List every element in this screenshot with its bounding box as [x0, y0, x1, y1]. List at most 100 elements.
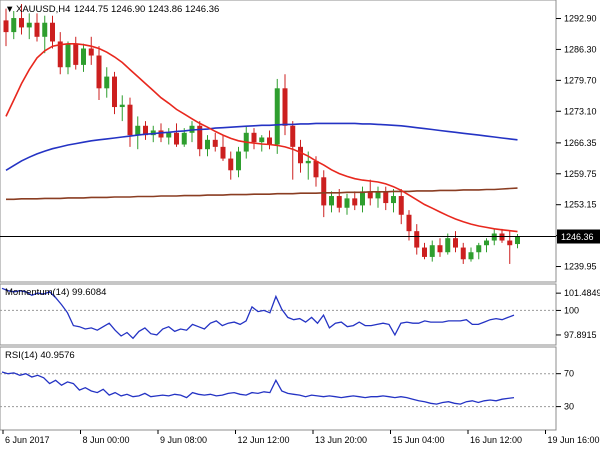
candle-body	[50, 22, 55, 42]
indicator-tick-label: 70	[564, 369, 574, 379]
candle-body	[267, 137, 272, 145]
candle-body	[34, 22, 40, 37]
candle-body	[484, 240, 489, 246]
indicator-tick-label: 97.8915	[564, 330, 597, 340]
candle-body	[274, 88, 280, 145]
candle-body	[352, 198, 358, 206]
rsi-line	[1, 371, 515, 405]
candle-body	[228, 158, 234, 171]
candle-body	[3, 20, 9, 33]
price-tick-label: 1279.70	[564, 75, 597, 85]
candle-body	[406, 214, 412, 232]
price-tick-label: 1286.30	[564, 44, 597, 54]
time-tick-label: 12 Jun 12:00	[238, 435, 290, 445]
candle-body	[344, 198, 350, 208]
candle-body	[468, 252, 474, 260]
candle-body	[259, 137, 265, 143]
momentum-line	[1, 287, 515, 340]
candle-body	[305, 160, 311, 164]
candle-body	[515, 236, 520, 245]
candle-body	[398, 196, 404, 215]
momentum-axis: 101.4849 100 97.8915	[0, 288, 600, 340]
time-tick-label: 8 Jun 00:00	[83, 435, 130, 445]
indicator-tick-label: 100	[564, 305, 579, 315]
candle-body	[290, 125, 296, 147]
ohlc-readout: 1244.75 1246.90 1243.86 1246.36	[74, 4, 219, 15]
candle-body	[429, 245, 435, 257]
momentum-title: Momentum(14) 99.6084	[5, 287, 106, 298]
price-tick-label: 1239.95	[564, 262, 597, 272]
time-tick-label: 16 Jun 12:00	[470, 435, 522, 445]
candle-body	[391, 196, 396, 204]
rsi-panel[interactable]: 70 30 RSI(14) 40.9576	[0, 346, 574, 431]
candle-body	[143, 125, 148, 136]
time-tick-label: 13 Jun 20:00	[315, 435, 367, 445]
time-axis: 6 Jun 2017 8 Jun 00:00 9 Jun 08:00 12 Jun 1…	[2, 430, 600, 445]
candle-body	[445, 238, 451, 253]
candle-body	[422, 247, 427, 257]
candle-body	[507, 240, 513, 246]
candle-body	[220, 146, 226, 159]
indicator-line	[1, 371, 515, 405]
indicator-line	[1, 287, 515, 340]
candle-body	[42, 22, 48, 37]
ma-fast-line	[5, 42, 518, 233]
time-tick-label: 15 Jun 04:00	[393, 435, 445, 445]
rsi-title: RSI(14) 40.9576	[5, 350, 75, 361]
candle-body	[119, 104, 125, 108]
indicator-tick-label: 30	[564, 402, 574, 412]
moving-averages	[5, 42, 518, 233]
price-axis: 1292.90 1286.30 1279.70 1273.10 1266.35 1259.…	[556, 14, 597, 272]
candle-body	[166, 132, 172, 138]
price-tick-label: 1273.10	[564, 106, 597, 116]
rsi-panel-border	[0, 346, 557, 431]
momentum-panel[interactable]: 101.4849 100 97.8915 Momentum(14) 99.6084	[0, 283, 600, 346]
candle-body	[321, 177, 327, 206]
candle-body	[19, 18, 24, 28]
candle-body	[150, 130, 156, 136]
candle-body	[251, 132, 257, 143]
candle-body	[212, 139, 218, 147]
candle-body	[65, 43, 71, 68]
candle-body	[57, 41, 63, 68]
price-panel[interactable]: 1292.90 1286.30 1279.70 1273.10 1266.35 1259.…	[0, 0, 600, 283]
candle-body	[329, 196, 334, 206]
price-tick-label: 1253.15	[564, 200, 597, 210]
price-tick-label: 1292.90	[564, 14, 597, 24]
candle-body	[73, 43, 79, 65]
candle-body	[174, 132, 179, 145]
candle-body	[298, 146, 303, 164]
ma-slow-line	[6, 187, 518, 201]
candle-body	[453, 238, 458, 248]
candle-body	[88, 48, 94, 56]
candle-body	[499, 233, 505, 241]
candle-body	[491, 233, 497, 241]
current-price-line: 1246.36	[0, 229, 600, 244]
candle-body	[11, 18, 17, 33]
candle-body	[383, 191, 389, 204]
rsi-axis: 70 30	[0, 369, 574, 412]
candle-body	[112, 76, 117, 108]
candle-body	[375, 191, 381, 199]
time-tick-label: 9 Jun 08:00	[160, 435, 207, 445]
dropdown-arrow-icon[interactable]: ▼	[5, 4, 14, 15]
candle-body	[135, 125, 141, 136]
candle-body	[336, 196, 342, 208]
candle-body	[181, 132, 187, 145]
candle-body	[476, 245, 482, 253]
candle-body	[158, 130, 164, 138]
current-price-tag	[557, 229, 600, 244]
time-tick-label: 6 Jun 2017	[5, 435, 50, 445]
candle-body	[197, 125, 203, 150]
candle-body	[205, 139, 210, 150]
price-tick-label: 1266.35	[564, 138, 597, 148]
candle-body	[367, 191, 373, 199]
price-tick-label: 1259.75	[564, 169, 597, 179]
candle-body	[437, 245, 443, 253]
candle-body	[414, 231, 420, 248]
symbol-title: XAUUSD,H4	[16, 4, 70, 15]
candle-body	[81, 48, 86, 65]
candle-body	[360, 191, 365, 206]
time-tick-label: 19 Jun 16:00	[548, 435, 600, 445]
